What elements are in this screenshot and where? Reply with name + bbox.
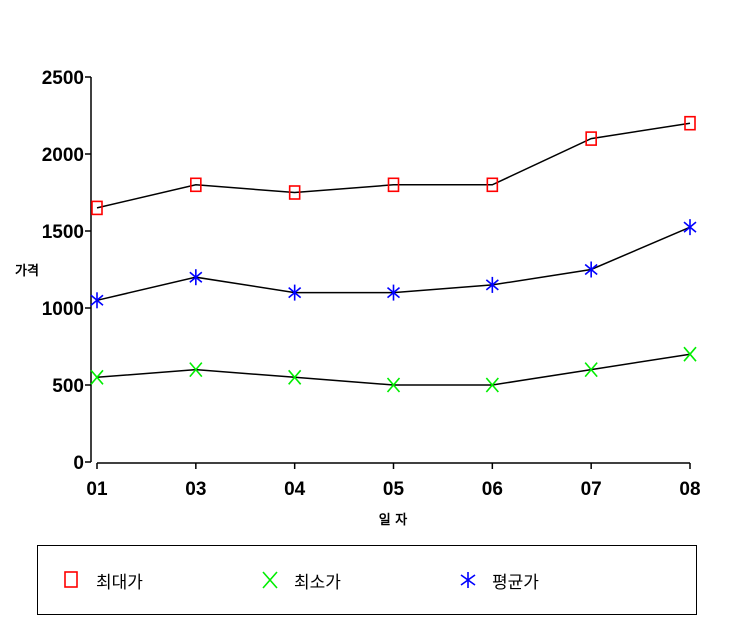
data-point	[683, 219, 697, 236]
series-line	[96, 353, 691, 386]
x-tick-label: 08	[679, 479, 700, 500]
series-markers	[90, 115, 697, 393]
series-line	[96, 122, 691, 209]
data-point	[486, 177, 499, 193]
data-point	[288, 185, 301, 200]
data-point	[288, 284, 302, 301]
data-point	[190, 177, 202, 193]
data-point	[90, 292, 104, 309]
data-point	[485, 377, 499, 393]
x-tick-label: 04	[284, 479, 306, 500]
square-marker-icon	[64, 571, 78, 588]
legend-label-min: 최소가	[294, 572, 341, 593]
data-point	[90, 369, 104, 385]
x-axis-title: 일 자	[379, 513, 407, 528]
data-point	[189, 362, 203, 378]
y-tick-label: 1500	[42, 222, 84, 243]
x-marker-icon	[262, 571, 278, 589]
data-point	[386, 377, 401, 393]
x-tick-label: 03	[185, 479, 206, 500]
data-point	[386, 284, 401, 301]
data-point	[387, 177, 400, 193]
legend-item-min: 최소가	[260, 546, 341, 614]
legend-label-max: 최대가	[96, 572, 143, 593]
y-axis: 0 500 1000 1500 2000 2500	[42, 68, 92, 474]
y-tick-label: 1000	[42, 299, 84, 320]
data-point	[585, 131, 597, 146]
x-tick-label: 06	[482, 479, 503, 500]
data-point	[189, 269, 203, 286]
legend-item-avg: 평균가	[458, 546, 539, 614]
data-point	[91, 200, 103, 216]
x-tick-label: 05	[383, 479, 405, 500]
y-tick-label: 2500	[42, 68, 84, 89]
data-point	[684, 115, 696, 131]
legend-item-max: 최대가	[62, 546, 143, 614]
y-axis-title: 가격	[15, 264, 39, 279]
data-point	[683, 346, 697, 362]
x-tick-label: 01	[86, 479, 108, 500]
y-tick-label: 0	[73, 453, 84, 474]
data-point	[485, 276, 499, 293]
data-point	[584, 362, 598, 378]
y-tick-label: 2000	[42, 145, 84, 166]
x-axis: 01 03 04 05 06 07 08	[86, 462, 701, 500]
y-tick-label: 500	[52, 376, 84, 397]
series-lines	[96, 122, 691, 386]
legend: 최대가 최소가 평균가	[37, 545, 697, 615]
x-tick-label: 07	[581, 479, 602, 500]
asterisk-marker-icon	[460, 572, 476, 588]
data-point	[288, 369, 302, 385]
legend-label-avg: 평균가	[492, 572, 539, 593]
data-point	[584, 261, 598, 278]
line-chart: 0 500 1000 1500 2000 2500 01 03 04 05 06 07 08 가격 일…	[15, 68, 701, 528]
